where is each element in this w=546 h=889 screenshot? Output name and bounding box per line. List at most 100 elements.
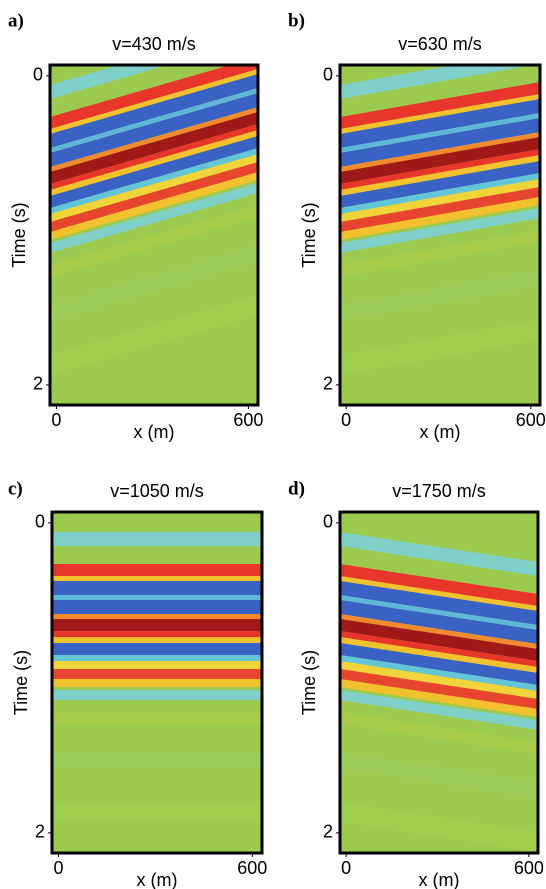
stripe	[50, 93, 258, 167]
seismic-image	[52, 512, 262, 853]
stripe	[50, 107, 258, 172]
stripe	[52, 661, 262, 669]
stripe	[340, 614, 538, 649]
stripe	[340, 179, 540, 222]
stripe	[340, 230, 540, 277]
stripe	[340, 643, 538, 685]
y-tick-label: 2	[33, 374, 43, 394]
seismic-image	[340, 65, 540, 405]
panel-label: a)	[8, 10, 24, 31]
stripe	[340, 581, 538, 625]
stripe	[50, 162, 258, 232]
stripe	[52, 712, 262, 724]
stripe	[52, 679, 262, 687]
x-tick-label: 0	[341, 410, 351, 430]
stripe	[50, 65, 168, 99]
stripe	[340, 320, 540, 375]
stripe	[50, 245, 258, 321]
stripe	[340, 155, 540, 196]
stripe	[52, 643, 262, 655]
y-tick-label: 0	[323, 65, 333, 85]
panel-label: c)	[8, 478, 23, 499]
stripe	[340, 564, 538, 606]
stripe	[52, 655, 262, 661]
stripe	[50, 154, 258, 222]
stripe	[340, 661, 538, 699]
stripe	[340, 94, 540, 134]
stripe	[50, 69, 258, 134]
x-tick-label: 600	[514, 858, 544, 878]
stripe	[340, 132, 540, 172]
stripe	[52, 576, 262, 581]
stripe	[50, 112, 258, 184]
stripe	[50, 205, 258, 277]
seismic-image	[50, 65, 258, 405]
stripe	[50, 172, 258, 240]
stripe	[340, 113, 540, 153]
stripe	[340, 532, 538, 576]
stripe	[340, 99, 540, 148]
stripe	[52, 600, 262, 614]
stripe	[340, 82, 540, 129]
panel-title: v=630 m/s	[398, 34, 482, 54]
frame	[338, 63, 542, 407]
stripe	[52, 619, 262, 631]
frame	[48, 63, 260, 407]
stripe	[50, 74, 258, 148]
panel-label: d)	[288, 478, 305, 499]
stripe	[340, 576, 538, 611]
x-axis-label: x (m)	[419, 870, 460, 889]
stripe	[340, 637, 538, 673]
stripe	[50, 130, 258, 196]
y-tick-label: 2	[35, 822, 45, 842]
stripe	[50, 183, 258, 253]
stripe	[52, 752, 262, 768]
x-tick-label: 600	[233, 410, 263, 430]
frame	[50, 510, 264, 855]
stripe	[52, 614, 262, 619]
y-tick-label: 2	[323, 822, 333, 842]
x-axis-label: x (m)	[137, 870, 178, 889]
y-tick-label: 2	[323, 374, 333, 394]
stripe	[340, 187, 540, 232]
stripe	[340, 197, 540, 240]
stripe	[340, 600, 538, 644]
panel-title: v=1750 m/s	[392, 481, 486, 501]
stripe	[340, 690, 538, 730]
x-tick-label: 600	[237, 858, 267, 878]
stripe	[340, 208, 540, 253]
y-axis-label: Time (s)	[11, 650, 31, 715]
x-axis-label: x (m)	[134, 422, 175, 442]
stripe	[52, 631, 262, 637]
y-tick-label: 0	[35, 512, 45, 532]
frame	[338, 510, 540, 855]
y-tick-label: 0	[323, 512, 333, 532]
stripe	[340, 655, 538, 691]
stripe	[340, 802, 538, 852]
stripe	[340, 679, 538, 717]
stripe	[340, 137, 540, 184]
stripe	[340, 149, 540, 190]
stripe	[50, 65, 258, 129]
y-axis-label: Time (s)	[299, 650, 319, 715]
stripe	[52, 802, 262, 822]
stripe	[50, 148, 258, 214]
stripe	[340, 712, 538, 754]
stripe	[340, 173, 540, 214]
stripe	[340, 161, 540, 208]
stripe	[340, 65, 535, 99]
stripe	[52, 532, 262, 546]
x-tick-label: 0	[341, 858, 351, 878]
seismic-image	[340, 512, 538, 853]
stripe	[52, 637, 262, 643]
stripe	[52, 581, 262, 595]
stripe	[340, 595, 538, 630]
stripe	[52, 669, 262, 679]
stripe	[340, 631, 538, 667]
y-tick-label: 0	[33, 65, 43, 85]
x-tick-label: 0	[51, 410, 61, 430]
x-tick-label: 600	[516, 410, 546, 430]
x-tick-label: 0	[53, 858, 63, 878]
panel-title: v=430 m/s	[112, 34, 196, 54]
stripe	[50, 88, 258, 153]
